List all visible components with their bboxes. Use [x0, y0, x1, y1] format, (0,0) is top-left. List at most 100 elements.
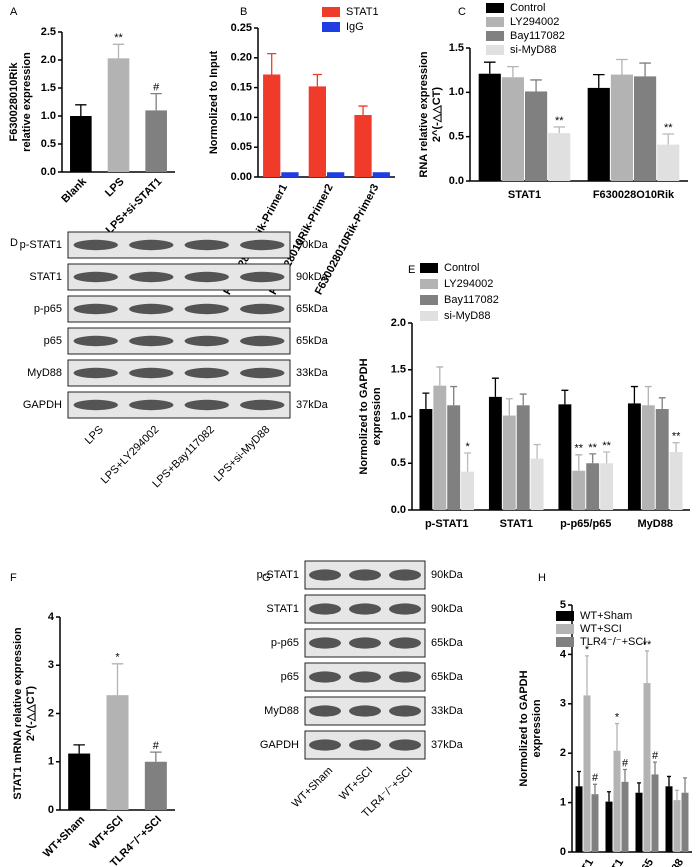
blot-band — [184, 367, 229, 379]
bar — [600, 463, 614, 510]
y-tick-label: 4 — [560, 648, 567, 660]
bar — [635, 792, 643, 852]
y-axis-label: 2^(-△△CT) — [25, 686, 37, 741]
y-tick-label: 0.0 — [449, 175, 464, 187]
error-bar — [577, 770, 581, 787]
y-tick-label: 0.05 — [231, 141, 252, 153]
bar — [627, 403, 641, 510]
bar — [281, 172, 299, 177]
error-bar — [630, 385, 638, 404]
y-tick-label: 2.5 — [41, 26, 56, 38]
panel-letter: C — [458, 6, 466, 18]
x-tick-label: MyD88 — [638, 518, 673, 530]
bar — [655, 409, 669, 510]
y-axis-label: expression — [371, 387, 383, 445]
error-bar — [561, 389, 569, 405]
y-tick-label: 1 — [560, 797, 566, 809]
error-bar — [505, 398, 513, 416]
error-bar — [667, 775, 671, 787]
error-bar — [150, 92, 162, 111]
blot-band — [389, 739, 421, 751]
legend-label: TLR4⁻/⁻+SCI — [580, 636, 646, 648]
y-tick-label: 5 — [560, 599, 566, 611]
blot-band — [349, 671, 381, 683]
y-tick-label: 0.0 — [41, 166, 56, 178]
bar — [669, 452, 683, 510]
bar — [263, 74, 281, 177]
y-axis-label: Normolized to Input — [208, 51, 220, 155]
bar — [586, 463, 600, 510]
x-tick-label: Blank — [59, 175, 89, 205]
bar — [354, 115, 372, 177]
significance-label: * — [585, 644, 590, 656]
blot-band — [73, 239, 118, 251]
bar — [461, 471, 475, 510]
x-tick-label: p-p65/p65 — [620, 857, 656, 867]
blot-band — [184, 271, 229, 283]
error-bar — [585, 655, 589, 696]
bar — [107, 58, 130, 172]
bar — [681, 792, 689, 852]
x-tick-label: LPS — [103, 176, 127, 200]
y-tick-label: 2.0 — [41, 54, 56, 66]
row-label: GAPDH — [260, 739, 299, 751]
blot-band — [309, 705, 341, 717]
y-tick-label: 0.0 — [391, 504, 406, 516]
error-bar — [312, 73, 322, 87]
significance-label: # — [592, 772, 599, 784]
blot-band — [349, 603, 381, 615]
blot-band — [129, 367, 174, 379]
bar — [583, 695, 591, 852]
significance-label: # — [153, 740, 160, 752]
y-tick-label: 1.0 — [449, 86, 464, 98]
lane-label: LPS+LY294002 — [99, 424, 162, 487]
blot-band — [309, 603, 341, 615]
blot-band — [129, 303, 174, 315]
error-bar — [450, 385, 458, 406]
size-label: 37kDa — [296, 399, 329, 411]
y-tick-label: 3 — [48, 659, 54, 671]
bar — [144, 761, 167, 810]
row-label: p-p65 — [34, 303, 62, 315]
size-label: 33kDa — [431, 705, 464, 717]
bar — [605, 801, 613, 852]
blot-band — [129, 239, 174, 251]
bar — [610, 74, 633, 181]
size-label: 65kDa — [431, 671, 464, 683]
significance-label: ** — [643, 639, 652, 651]
legend-swatch — [486, 31, 504, 41]
error-bar — [530, 79, 542, 92]
blot-band — [129, 399, 174, 411]
y-tick-label: 3 — [560, 698, 566, 710]
error-bar — [623, 768, 627, 782]
panel-letter: G — [262, 572, 271, 584]
blot-band — [184, 239, 229, 251]
blot-band — [389, 637, 421, 649]
row-label: p-p65 — [271, 637, 299, 649]
panel-letter: H — [538, 572, 546, 584]
bar — [327, 172, 345, 177]
legend-swatch — [420, 263, 438, 273]
y-axis-label: 2^(-△△CT) — [431, 87, 443, 142]
y-tick-label: 0.15 — [231, 82, 252, 94]
error-bar — [267, 52, 277, 75]
blot-band — [349, 739, 381, 751]
blot-band — [309, 637, 341, 649]
bar — [641, 405, 655, 510]
y-tick-label: 4 — [48, 611, 55, 623]
row-label: p-STAT1 — [20, 239, 62, 251]
bar — [516, 405, 530, 510]
legend-swatch — [556, 624, 574, 634]
error-bar — [519, 393, 527, 406]
bar — [634, 76, 657, 181]
legend-label: si-MyD88 — [510, 44, 556, 56]
bar — [613, 750, 621, 852]
error-bar — [683, 777, 687, 793]
bar — [621, 781, 629, 852]
error-bar — [653, 761, 657, 775]
bar — [587, 87, 610, 181]
blot-band — [309, 569, 341, 581]
panel-letter: B — [240, 6, 247, 18]
y-tick-label: 2.0 — [391, 317, 406, 329]
significance-label: ** — [555, 115, 564, 127]
